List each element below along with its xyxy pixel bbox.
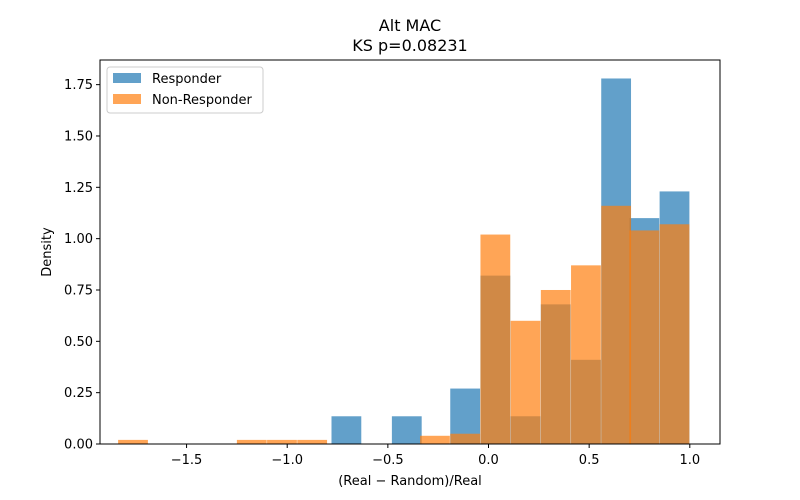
bar-non-responder-6 (480, 234, 511, 444)
bar-non-responder-4 (420, 435, 450, 444)
y-axis: 0.00 0.25 0.50 0.75 1.00 1.25 1.50 1.75 (64, 78, 100, 453)
plot-frame (99, 59, 721, 445)
x-tick-label: 1.0 (679, 453, 700, 468)
bar-non-responder-2 (267, 439, 297, 444)
x-tick-label: −1.5 (171, 453, 203, 468)
x-axis: −1.5 −1.0 −0.5 0.0 0.5 1.0 (171, 444, 700, 468)
legend-swatch-non-responder (113, 94, 141, 104)
bar-responder-1 (391, 416, 422, 444)
legend-box (106, 66, 264, 114)
bar-non-responder-3 (297, 439, 328, 444)
bars-layer (118, 78, 690, 444)
y-tick-label: 1.00 (64, 232, 93, 247)
chart-title: Alt MAC (379, 16, 441, 35)
x-tick-label: 0.0 (478, 453, 499, 468)
y-tick-label: 1.25 (64, 181, 93, 196)
bar-non-responder-10 (601, 205, 632, 444)
chart-subtitle: KS p=0.08231 (352, 36, 467, 55)
bar-non-responder-8 (540, 289, 571, 444)
legend-swatch-responder (113, 73, 141, 83)
bar-non-responder-1 (236, 439, 267, 444)
y-tick-label: 0.25 (64, 386, 93, 401)
legend: Responder Non-Responder (106, 66, 264, 114)
bar-responder-0 (331, 416, 362, 444)
x-tick-label: −1.0 (271, 453, 303, 468)
bar-non-responder-7 (510, 320, 541, 444)
legend-label-non-responder: Non-Responder (152, 93, 253, 108)
y-tick-label: 0.75 (64, 283, 93, 298)
bar-non-responder-5 (450, 433, 481, 444)
legend-label-responder: Responder (152, 72, 222, 87)
x-axis-title: (Real − Random)/Real (338, 474, 482, 489)
bar-non-responder-11 (629, 230, 660, 444)
y-tick-label: 1.50 (64, 129, 93, 144)
y-tick-label: 1.75 (64, 78, 93, 93)
y-tick-label: 0.50 (64, 335, 93, 350)
bar-non-responder-0 (118, 439, 148, 444)
x-tick-label: −0.5 (372, 453, 404, 468)
x-tick-label: 0.5 (579, 453, 600, 468)
bar-non-responder-12 (659, 224, 690, 444)
bar-non-responder-9 (571, 265, 601, 444)
y-tick-label: 0.00 (64, 438, 93, 453)
y-axis-title: Density (40, 227, 55, 277)
